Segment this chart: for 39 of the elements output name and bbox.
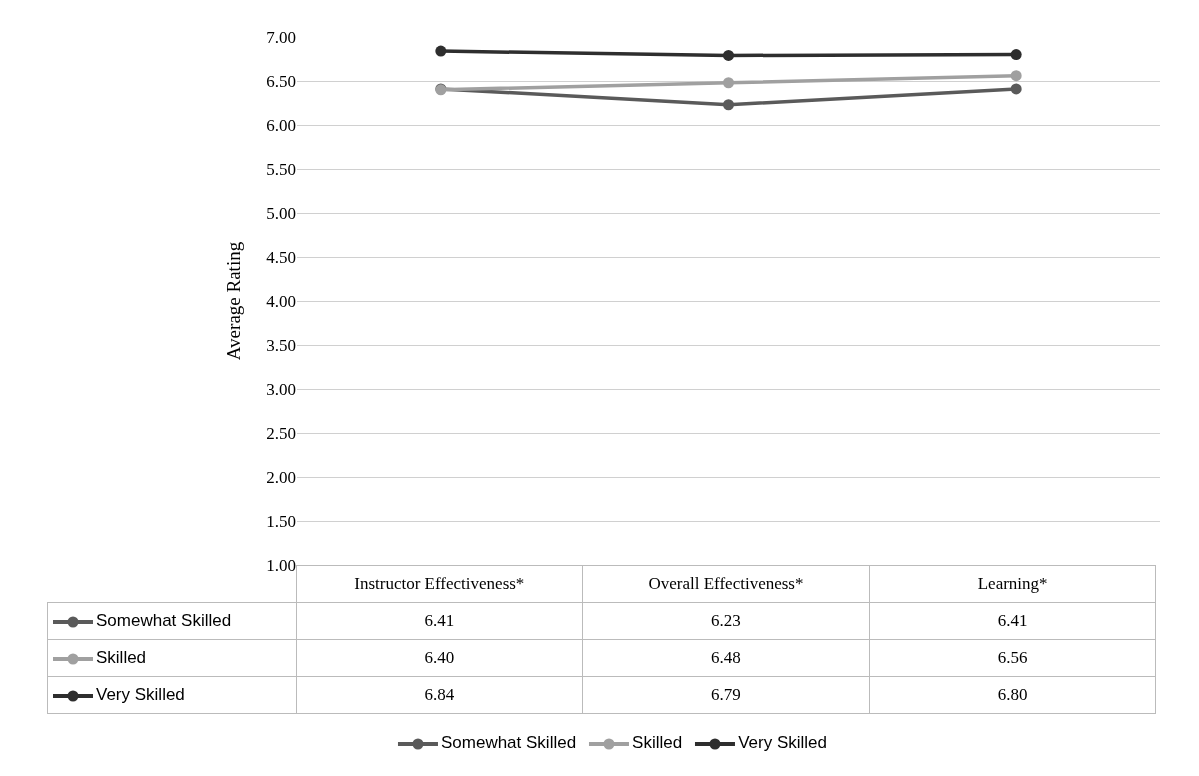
y-tick-label: 4.00 — [266, 291, 296, 311]
y-tick-label: 5.00 — [266, 203, 296, 223]
data-label: 6.23 — [582, 602, 870, 640]
text: Somewhat Skilled — [440, 733, 577, 752]
y-tick-label: 4.50 — [266, 247, 296, 267]
legend-label: Somewhat Skilled — [47, 602, 296, 640]
data-label: 6.41 — [869, 602, 1156, 640]
text: Very Skilled — [96, 685, 185, 704]
point — [1010, 49, 1022, 61]
data-label: 6.80 — [869, 676, 1156, 714]
point — [1010, 83, 1022, 95]
point — [435, 45, 447, 57]
legend-label: Skilled — [47, 639, 296, 677]
legend-label: Very Skilled — [737, 733, 828, 752]
point — [1010, 70, 1022, 82]
data-label: 6.79 — [582, 676, 870, 714]
y-tick-label: 6.50 — [266, 71, 296, 91]
point — [723, 77, 734, 89]
y-tick-label: 7.00 — [266, 27, 296, 47]
y-tick-label: 1.50 — [266, 511, 296, 531]
data-label: 6.48 — [582, 639, 870, 677]
data-label: 6.40 — [296, 639, 583, 677]
x-tick-label: Overall Effectiveness* — [582, 565, 870, 603]
y-tick-label: 3.00 — [266, 379, 296, 399]
data-label: 6.56 — [869, 639, 1156, 677]
y-tick-label: 3.50 — [266, 335, 296, 355]
x-tick-label: Instructor Effectiveness* — [296, 565, 583, 603]
y-tick-label: 1.00 — [266, 555, 296, 575]
data-label: 6.84 — [296, 676, 583, 714]
point — [723, 49, 734, 61]
data-label: 6.41 — [296, 602, 583, 640]
y-tick-label: 2.00 — [266, 467, 296, 487]
x-tick-label: Learning* — [869, 565, 1156, 603]
point — [723, 99, 734, 111]
y-axis-title: Average Rating — [223, 241, 245, 361]
y-tick-label: 5.50 — [266, 159, 296, 179]
y-tick-label: 2.50 — [266, 423, 296, 443]
y-tick-label: 6.00 — [266, 115, 296, 135]
text: Skilled — [632, 733, 683, 752]
